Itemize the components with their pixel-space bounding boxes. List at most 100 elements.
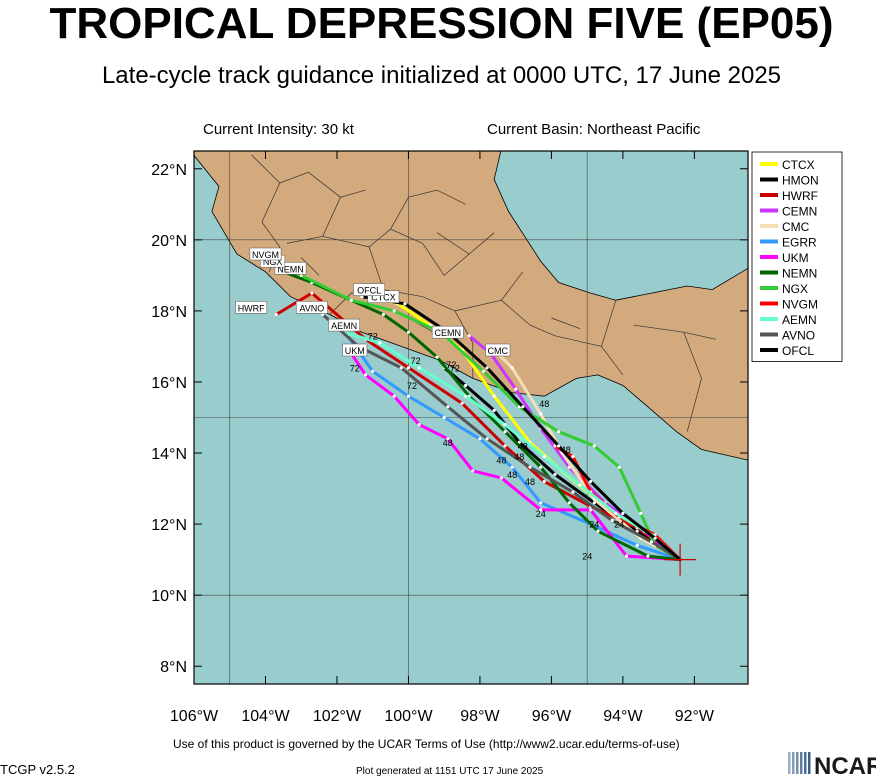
track-point	[499, 476, 503, 480]
track-point	[381, 312, 385, 317]
track-point	[617, 465, 621, 469]
track-point	[446, 405, 450, 409]
x-tick-label: 100°W	[384, 708, 433, 725]
track-point	[653, 536, 657, 540]
y-tick-label: 14°N	[151, 446, 187, 463]
y-tick-label: 18°N	[151, 304, 187, 321]
track-point	[406, 366, 411, 370]
track-label-nvgm: NVGM	[252, 250, 279, 260]
x-tick-label: 106°W	[170, 708, 219, 725]
y-tick-label: 8°N	[160, 659, 187, 676]
legend-label-ngx: NGX	[782, 282, 808, 296]
track-label-box	[328, 318, 361, 332]
hour-marker: 48	[496, 456, 506, 466]
legend-label-nemn: NEMN	[782, 267, 817, 281]
current-intensity: Current Intensity: 30 kt	[203, 121, 354, 138]
track-label-ngx: NGX	[263, 257, 283, 267]
legend-label-cemn: CEMN	[782, 205, 817, 219]
hour-marker: 72	[411, 356, 421, 366]
track-point	[510, 366, 514, 370]
track-point	[403, 302, 407, 306]
legend-label-hwrf: HWRF	[782, 189, 818, 203]
track-point	[503, 430, 507, 434]
track-point	[539, 501, 543, 505]
track-point	[571, 490, 575, 494]
hour-marker: 72	[368, 331, 378, 341]
track-point	[514, 387, 518, 391]
track-line-ofcl	[360, 295, 682, 562]
track-point	[417, 366, 421, 370]
state-border	[551, 317, 581, 330]
hour-marker: 72	[446, 360, 456, 370]
y-tick-label: 20°N	[151, 233, 187, 250]
track-point	[553, 444, 557, 448]
track-point	[510, 465, 514, 469]
plot-frame	[193, 150, 749, 685]
track-point	[481, 369, 486, 373]
track-line-aemn	[342, 330, 682, 562]
track-point	[557, 444, 561, 448]
track-point	[310, 291, 314, 295]
hour-marker: 48	[539, 399, 549, 409]
state-border	[683, 332, 702, 432]
ncar-logo-text: NCAR	[814, 753, 876, 778]
hour-marker: 48	[525, 477, 535, 487]
track-label-aemn: AEMN	[331, 321, 357, 331]
track-point	[542, 455, 546, 459]
track-point	[467, 334, 471, 338]
track-point	[364, 373, 368, 377]
hour-marker: 72	[450, 363, 460, 373]
track-point	[406, 330, 411, 334]
track-label-nemn: NEMN	[277, 264, 304, 274]
track-point	[646, 554, 650, 558]
legend-label-ctcx: CTCX	[782, 158, 815, 172]
track-point	[649, 540, 654, 544]
track-point	[399, 366, 403, 370]
track-point	[596, 529, 600, 533]
state-border	[390, 189, 466, 230]
track-line-hmon	[442, 366, 682, 562]
hour-marker: 48	[507, 470, 517, 480]
track-point	[349, 298, 353, 302]
x-tick-label: 96°W	[532, 708, 572, 725]
legend-label-ofcl: OFCL	[782, 344, 814, 358]
legend-label-ukm: UKM	[782, 251, 809, 265]
generated-time: Plot generated at 1151 UTC 17 June 2025	[356, 766, 544, 777]
hour-marker: 72	[407, 381, 417, 391]
version-label: TCGP v2.5.2	[0, 762, 75, 777]
state-border	[501, 299, 624, 376]
track-point	[610, 518, 614, 523]
track-point	[378, 341, 382, 345]
state-border	[601, 300, 617, 347]
page-title: TROPICAL DEPRESSION FIVE (EP05)	[49, 0, 834, 48]
track-point	[442, 415, 446, 420]
page-subtitle: Late-cycle track guidance initialized at…	[101, 62, 782, 89]
track-point	[460, 401, 464, 405]
track-label-box	[485, 343, 511, 357]
track-label-cemn: CEMN	[435, 328, 462, 338]
track-point	[539, 508, 543, 512]
current-basin: Current Basin: Northeast Pacific	[487, 121, 701, 138]
legend-label-egrr: EGRR	[782, 236, 817, 250]
track-point	[321, 312, 325, 317]
track-point	[589, 508, 593, 512]
track-point	[492, 408, 496, 412]
track-line-egrr	[346, 334, 682, 562]
state-border	[436, 232, 470, 255]
hour-marker: 48	[514, 452, 524, 462]
track-point	[392, 309, 396, 313]
track-point	[567, 501, 571, 505]
y-tick-label: 10°N	[151, 588, 187, 605]
terms-of-use: Use of this product is governed by the U…	[173, 737, 680, 751]
track-label-hwrf: HWRF	[238, 303, 265, 313]
state-border	[250, 154, 366, 198]
track-line-avno	[321, 313, 682, 562]
track-point	[578, 483, 582, 487]
y-tick-label: 16°N	[151, 375, 187, 392]
track-point	[503, 423, 507, 427]
track-point	[592, 501, 596, 505]
track-label-box	[295, 300, 328, 314]
state-border	[300, 257, 320, 276]
